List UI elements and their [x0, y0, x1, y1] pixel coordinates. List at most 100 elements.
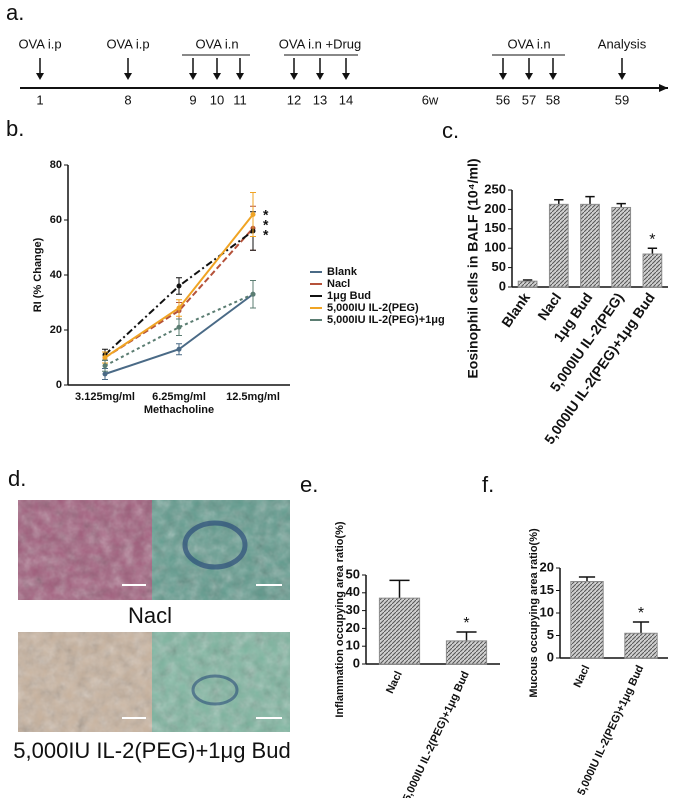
- y-tick-label: 20: [540, 559, 554, 574]
- caption: Nacl: [128, 603, 172, 628]
- annotation: *: [263, 217, 269, 233]
- point: [176, 346, 182, 352]
- arrow-head: [36, 73, 44, 80]
- y-tick-label: 10: [540, 604, 554, 619]
- panel-label: e.: [300, 472, 318, 497]
- x-tick-label: 12.5mg/ml: [226, 391, 280, 403]
- y-tick-label: 250: [484, 181, 506, 196]
- point: [250, 212, 256, 217]
- error-bar: [389, 579, 410, 599]
- x-tick-label: Nacl: [572, 663, 593, 689]
- y-axis-label: Mucous occupying area ratio(%): [528, 528, 540, 698]
- x-tick-label: Nacl: [534, 290, 564, 323]
- y-tick-label: 40: [346, 584, 360, 599]
- point: [102, 363, 108, 369]
- x-tick-label: Blank: [498, 289, 533, 330]
- error-bar: [554, 198, 564, 205]
- arrow-head: [189, 73, 197, 80]
- bar: [611, 206, 632, 288]
- arrow-head: [213, 73, 221, 80]
- bar: [570, 581, 604, 659]
- point: [176, 324, 182, 330]
- bar: [624, 632, 658, 659]
- caption: 5,000IU IL-2(PEG)+1μg Bud: [13, 738, 290, 763]
- y-tick-label: 150: [484, 220, 506, 235]
- annotation: *: [649, 231, 655, 248]
- y-tick-label: 60: [50, 214, 62, 226]
- x-tick-label: 6.25mg/ml: [152, 391, 206, 403]
- bar: [517, 280, 538, 288]
- arrow-head: [525, 73, 533, 80]
- arrow-head: [236, 73, 244, 80]
- day-label: 59: [615, 92, 629, 107]
- legend-label: Blank: [327, 266, 358, 278]
- y-tick-label: 80: [50, 159, 62, 171]
- x-tick-label: 5,000IU IL-2(PEG)+1μg Bud: [575, 663, 646, 797]
- y-tick-label: 200: [484, 201, 506, 216]
- arrow-head: [659, 84, 668, 92]
- y-tick-label: 100: [484, 240, 506, 255]
- arrow-head: [124, 73, 132, 80]
- day-label: 56: [496, 92, 510, 107]
- day-label: 9: [189, 92, 196, 107]
- legend-label: Nacl: [327, 278, 350, 290]
- event-label: OVA i.n: [507, 36, 550, 51]
- error-bar: [632, 621, 650, 634]
- day-label: 12: [287, 92, 301, 107]
- event-label: OVA i.p: [18, 36, 61, 51]
- arrow-head: [618, 73, 626, 80]
- bar: [378, 597, 421, 665]
- bar: [445, 640, 488, 665]
- day-label: 11: [233, 92, 247, 107]
- y-tick-label: 10: [346, 638, 360, 653]
- y-axis-label: RI (% Change): [32, 237, 44, 312]
- legend-label: 5,000IU IL-2(PEG)+1μg: [327, 314, 445, 326]
- arrow-head: [499, 73, 507, 80]
- day-label: 58: [546, 92, 560, 107]
- bar: [548, 203, 569, 288]
- bar: [642, 253, 663, 288]
- error-bar: [647, 247, 658, 255]
- panel-label: d.: [8, 466, 26, 491]
- annotation: *: [263, 227, 269, 243]
- arrow-head: [290, 73, 298, 80]
- y-tick-label: 50: [346, 566, 360, 581]
- point: [102, 371, 108, 377]
- day-label: 57: [522, 92, 536, 107]
- annotation: *: [463, 615, 469, 632]
- error-bar: [585, 195, 595, 205]
- y-tick-label: 0: [547, 649, 554, 664]
- arrow-head: [316, 73, 324, 80]
- y-tick-label: 40: [50, 269, 62, 281]
- panel-label: a.: [6, 0, 24, 25]
- x-tick-label: 3.125mg/ml: [75, 391, 135, 403]
- x-tick-label: Nacl: [384, 669, 405, 695]
- y-tick-label: 0: [353, 655, 360, 670]
- y-tick-label: 5: [547, 627, 554, 642]
- event-label: OVA i.n +Drug: [279, 36, 362, 51]
- x-axis-label: Methacholine: [144, 404, 214, 416]
- day-label: 8: [124, 92, 131, 107]
- point: [102, 355, 108, 360]
- y-tick-label: 50: [492, 259, 506, 274]
- y-tick-label: 30: [346, 602, 360, 617]
- error-bar: [616, 202, 626, 208]
- panel-label: b.: [6, 116, 24, 141]
- bar: [580, 203, 600, 288]
- point: [176, 305, 182, 311]
- y-axis-label: Inflammation occupying area ratio(%): [334, 521, 346, 718]
- legend-label: 1μg Bud: [327, 290, 371, 302]
- y-tick-label: 15: [540, 582, 554, 597]
- legend-label: 5,000IU IL-2(PEG): [327, 302, 419, 314]
- day-label: 6w: [422, 92, 439, 107]
- day-label: 14: [339, 92, 353, 107]
- y-tick-label: 20: [346, 620, 360, 635]
- day-label: 10: [210, 92, 224, 107]
- micrographs: [18, 500, 290, 732]
- x-tick-label: 5,000IU IL-2(PEG)+1μg Bud: [401, 669, 472, 798]
- day-label: 13: [313, 92, 327, 107]
- y-axis-label: Eosinophil cells in BALF (10⁴/ml): [465, 158, 481, 378]
- annotation: *: [263, 207, 269, 223]
- event-label: OVA i.p: [106, 36, 149, 51]
- point: [176, 283, 182, 289]
